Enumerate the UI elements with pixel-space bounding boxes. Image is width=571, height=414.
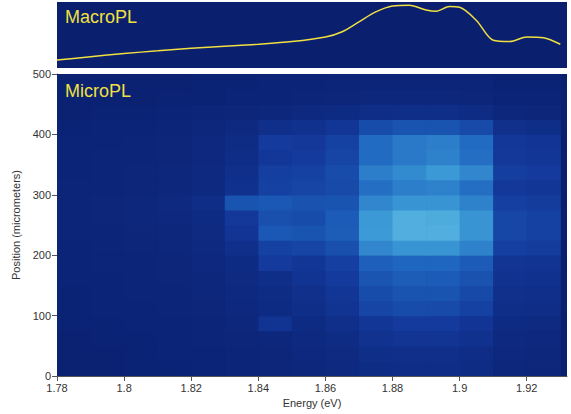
- svg-text:MicroPL: MicroPL: [65, 81, 131, 101]
- svg-text:1.88: 1.88: [382, 382, 403, 394]
- svg-text:1.78: 1.78: [46, 382, 67, 394]
- svg-text:200: 200: [33, 249, 51, 261]
- svg-text:300: 300: [33, 189, 51, 201]
- svg-text:400: 400: [33, 128, 51, 140]
- svg-text:1.84: 1.84: [248, 382, 269, 394]
- svg-text:100: 100: [33, 310, 51, 322]
- svg-text:1.86: 1.86: [315, 382, 336, 394]
- svg-text:1.9: 1.9: [452, 382, 467, 394]
- svg-text:1.92: 1.92: [516, 382, 537, 394]
- svg-text:1.8: 1.8: [116, 382, 131, 394]
- svg-text:1.82: 1.82: [180, 382, 201, 394]
- svg-text:0: 0: [45, 370, 51, 382]
- svg-text:Position (micrometers): Position (micrometers): [10, 170, 22, 280]
- svg-text:500: 500: [33, 68, 51, 80]
- svg-text:Energy (eV): Energy (eV): [283, 397, 342, 409]
- svg-text:MacroPL: MacroPL: [65, 7, 137, 27]
